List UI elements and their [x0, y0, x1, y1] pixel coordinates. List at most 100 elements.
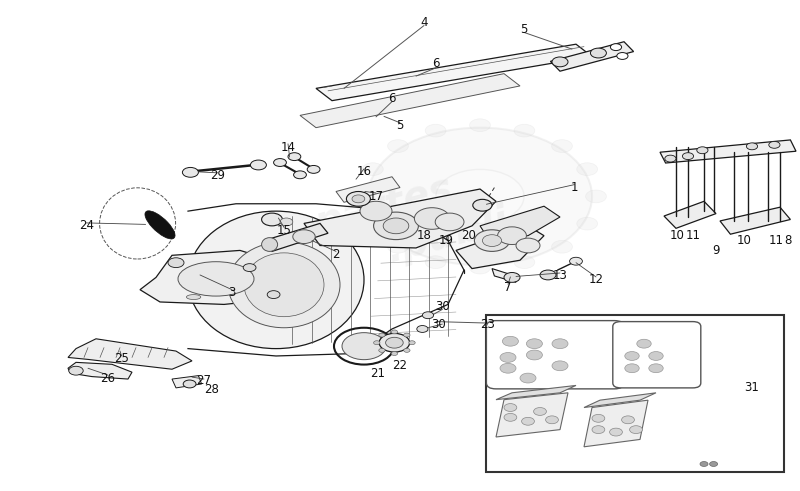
Polygon shape: [172, 376, 202, 388]
Polygon shape: [264, 223, 328, 251]
Circle shape: [404, 349, 410, 353]
Circle shape: [182, 167, 198, 177]
Circle shape: [69, 366, 83, 375]
Circle shape: [552, 339, 568, 349]
Text: 10: 10: [737, 234, 751, 247]
Circle shape: [422, 312, 434, 319]
Text: 24: 24: [79, 219, 94, 232]
Circle shape: [378, 349, 385, 353]
Text: 21: 21: [370, 367, 385, 380]
Circle shape: [552, 139, 573, 152]
Text: 25: 25: [114, 352, 129, 365]
Text: 17: 17: [369, 190, 383, 203]
Circle shape: [280, 218, 293, 226]
Circle shape: [617, 53, 628, 59]
Text: 31: 31: [745, 382, 759, 394]
Polygon shape: [68, 339, 192, 369]
Text: 1: 1: [570, 181, 578, 194]
Circle shape: [391, 330, 398, 334]
Polygon shape: [140, 250, 288, 304]
Circle shape: [625, 352, 639, 360]
Circle shape: [546, 416, 558, 424]
Text: 5: 5: [396, 119, 404, 132]
Polygon shape: [660, 140, 796, 163]
Circle shape: [387, 139, 408, 152]
Text: 6: 6: [432, 57, 440, 70]
Text: 7: 7: [504, 281, 512, 294]
Circle shape: [710, 462, 718, 466]
Circle shape: [504, 404, 517, 411]
Circle shape: [360, 201, 392, 221]
Polygon shape: [68, 362, 132, 379]
Text: 4: 4: [420, 16, 428, 28]
Circle shape: [577, 217, 598, 230]
Circle shape: [520, 373, 536, 383]
Circle shape: [404, 333, 410, 337]
Circle shape: [362, 217, 383, 230]
Text: 16: 16: [357, 165, 371, 178]
Circle shape: [769, 141, 780, 148]
Polygon shape: [584, 393, 656, 408]
Bar: [486, 315, 784, 472]
Polygon shape: [584, 400, 648, 447]
Circle shape: [649, 364, 663, 373]
Text: 18: 18: [417, 229, 431, 242]
Circle shape: [352, 195, 365, 203]
Circle shape: [649, 352, 663, 360]
Circle shape: [700, 462, 708, 466]
Circle shape: [250, 160, 266, 170]
Circle shape: [374, 212, 418, 240]
Polygon shape: [496, 393, 568, 437]
Text: 9: 9: [712, 244, 720, 257]
Circle shape: [504, 273, 520, 282]
Circle shape: [625, 364, 639, 373]
Circle shape: [504, 413, 517, 421]
Ellipse shape: [228, 242, 340, 328]
Text: 19: 19: [439, 234, 454, 247]
Circle shape: [183, 380, 196, 388]
Circle shape: [368, 128, 592, 265]
Ellipse shape: [342, 333, 386, 359]
Text: 5: 5: [520, 23, 528, 36]
Circle shape: [362, 163, 383, 176]
Circle shape: [637, 339, 651, 348]
Circle shape: [622, 416, 634, 424]
Circle shape: [426, 256, 446, 269]
Circle shape: [274, 159, 286, 166]
Circle shape: [243, 264, 256, 272]
Polygon shape: [480, 206, 560, 238]
Text: 30: 30: [435, 300, 450, 313]
Polygon shape: [456, 226, 544, 269]
Circle shape: [630, 426, 642, 434]
Text: 22: 22: [393, 359, 407, 372]
Circle shape: [610, 428, 622, 436]
Circle shape: [294, 171, 306, 179]
Text: 28: 28: [205, 383, 219, 396]
Circle shape: [435, 213, 464, 231]
Polygon shape: [550, 42, 634, 71]
Text: 3: 3: [228, 286, 236, 299]
Polygon shape: [720, 207, 790, 234]
Circle shape: [526, 339, 542, 349]
Text: 14: 14: [281, 141, 295, 154]
Circle shape: [414, 208, 450, 229]
Polygon shape: [300, 74, 520, 128]
Circle shape: [374, 341, 380, 345]
Circle shape: [502, 336, 518, 346]
Circle shape: [697, 147, 708, 154]
Polygon shape: [336, 177, 400, 202]
Text: 30: 30: [431, 318, 446, 330]
Circle shape: [391, 352, 398, 355]
Circle shape: [610, 44, 622, 51]
FancyBboxPatch shape: [486, 321, 624, 389]
Circle shape: [540, 270, 556, 280]
Ellipse shape: [262, 238, 278, 251]
Circle shape: [552, 57, 568, 67]
Circle shape: [267, 291, 280, 299]
Circle shape: [417, 326, 428, 332]
Circle shape: [590, 48, 606, 58]
Circle shape: [378, 333, 385, 337]
Text: partes: partes: [311, 169, 457, 243]
Circle shape: [577, 163, 598, 176]
Circle shape: [383, 218, 409, 234]
